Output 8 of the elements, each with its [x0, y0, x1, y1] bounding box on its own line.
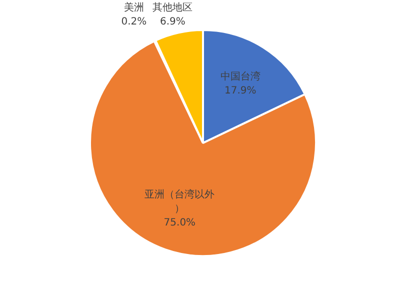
data-label: 17.9% — [224, 85, 256, 96]
data-label: 75.0% — [164, 218, 196, 229]
slice-label: 亚洲（台湾以外） — [144, 188, 215, 215]
data-label: 6.9% — [160, 16, 186, 28]
slice-label: 美洲 — [124, 2, 144, 14]
slice-label: 中国台湾 — [220, 70, 260, 82]
slice-label: 其他地区 — [152, 2, 193, 14]
data-label: 0.2% — [121, 16, 147, 28]
